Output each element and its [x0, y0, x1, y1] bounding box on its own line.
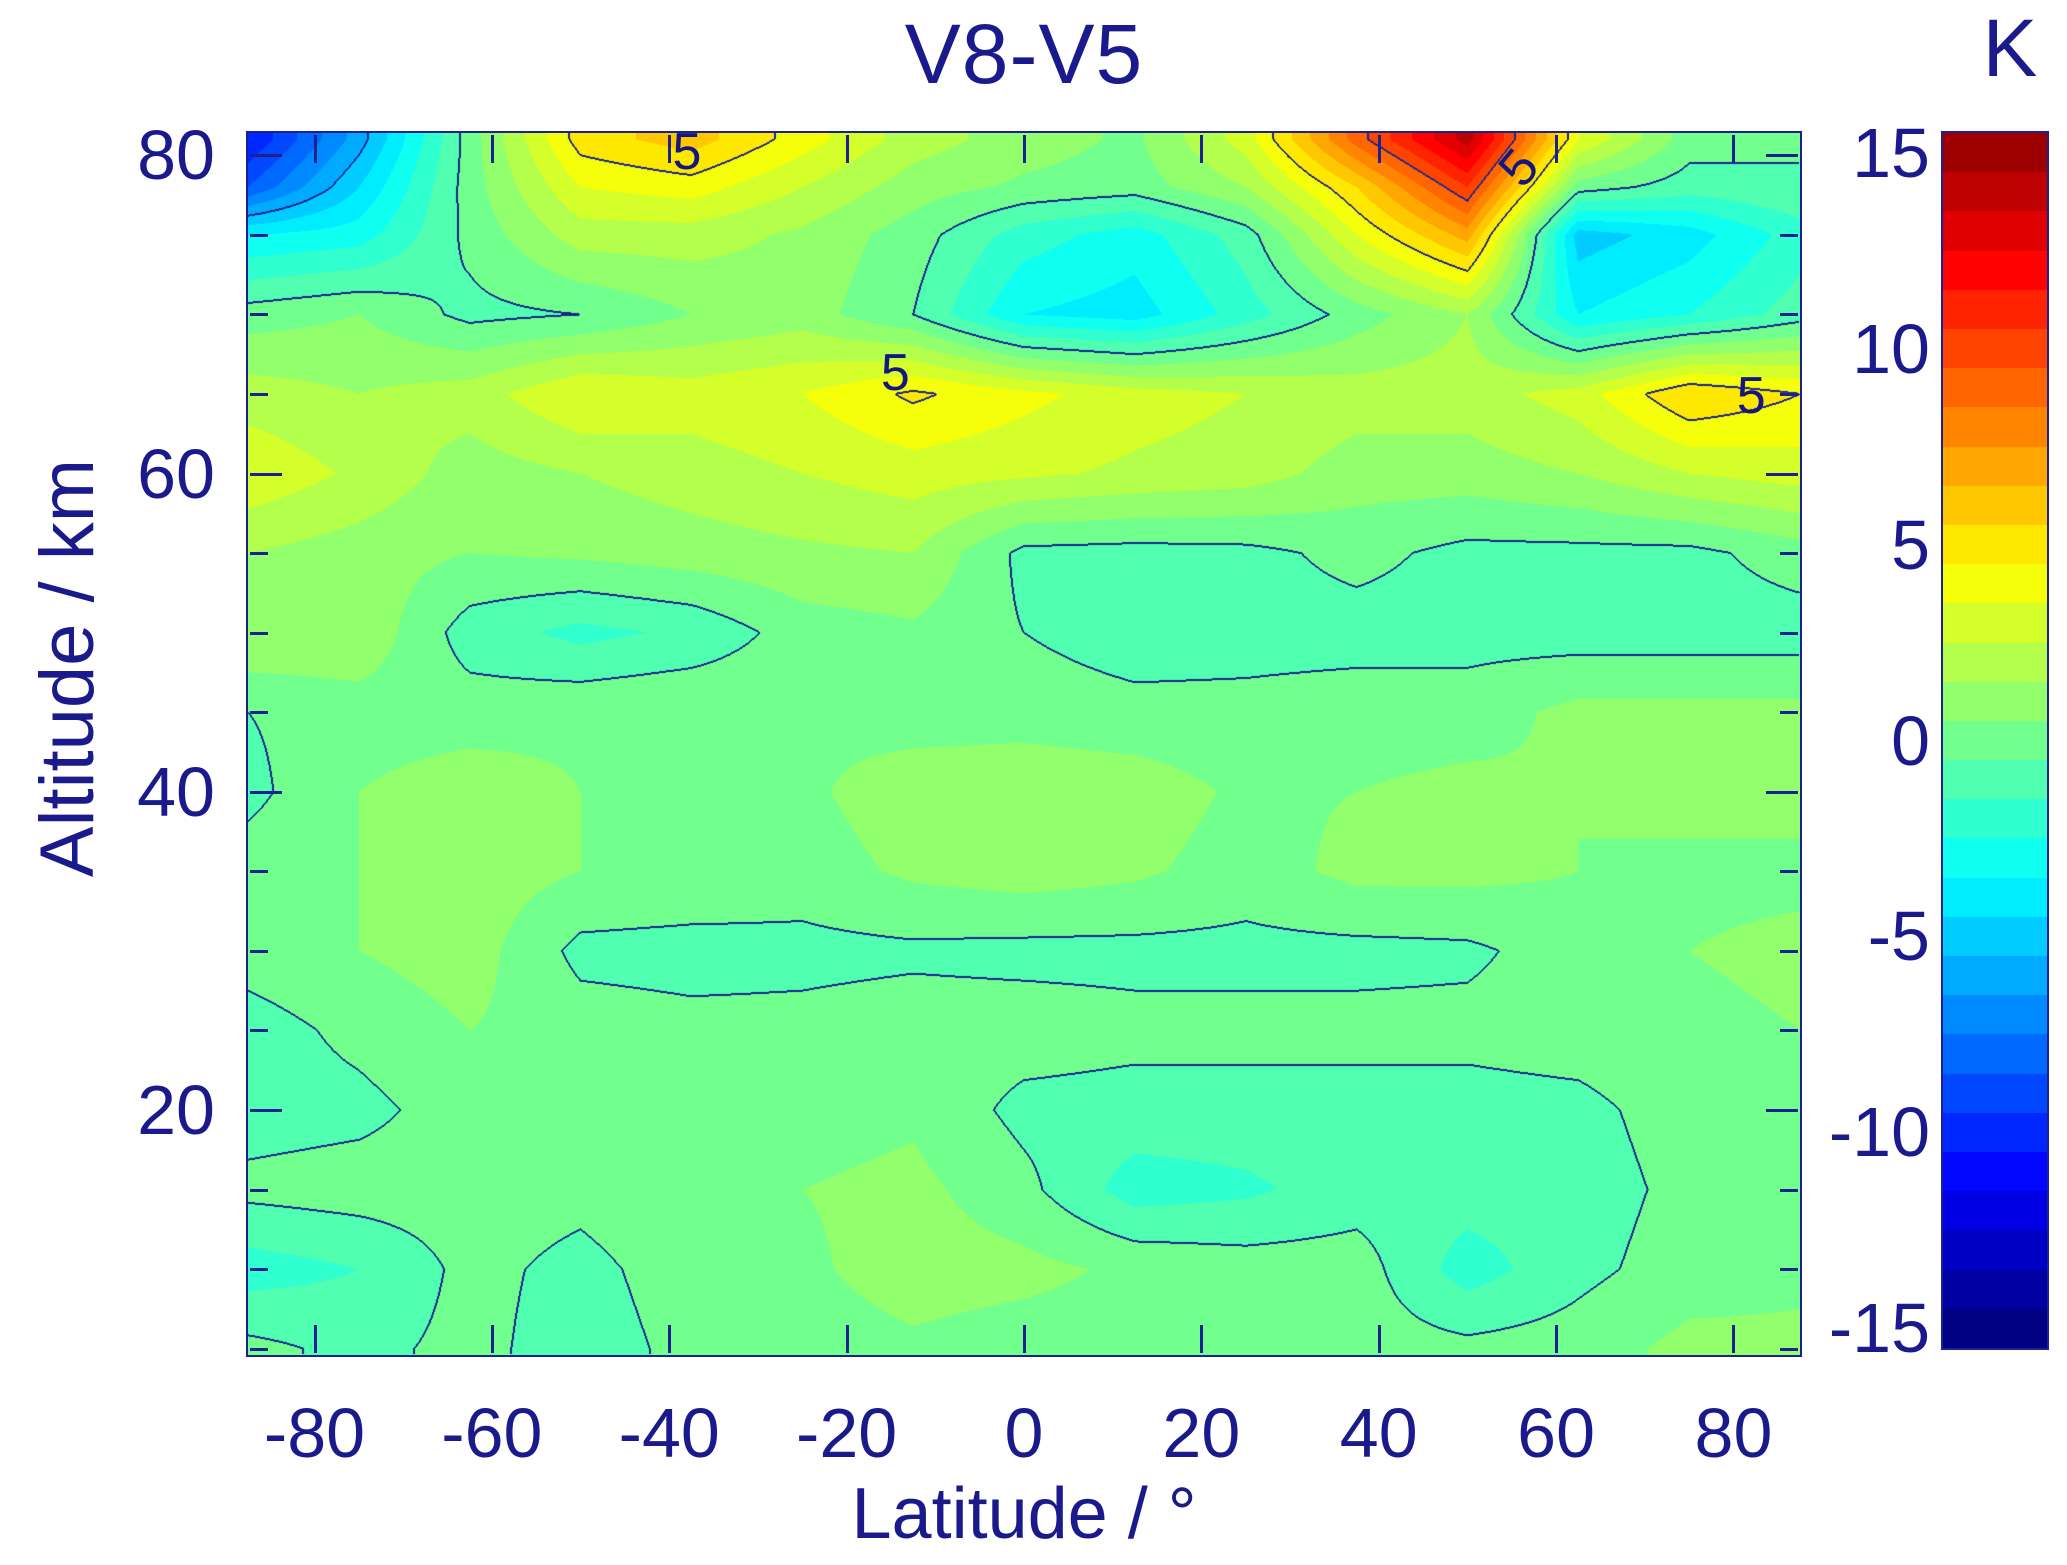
axis-tick-mark — [1780, 950, 1798, 953]
x-tick-label: -80 — [263, 1394, 366, 1472]
axis-tick-mark — [1766, 154, 1798, 157]
axis-tick-mark — [1780, 870, 1798, 873]
axis-tick-mark — [250, 552, 268, 555]
axis-tick-mark — [250, 1348, 268, 1351]
x-tick-label: 40 — [1339, 1394, 1418, 1472]
colorbar-tick-label: 10 — [1852, 309, 1930, 388]
contour-value-label: 5 — [880, 344, 910, 403]
x-tick-label: 60 — [1517, 1394, 1596, 1472]
axis-tick-mark — [250, 393, 268, 396]
x-tick-label: -20 — [796, 1394, 898, 1472]
axis-tick-mark — [668, 1325, 671, 1353]
axis-tick-mark — [250, 791, 282, 794]
colorbar-tick-label: -5 — [1867, 897, 1930, 976]
axis-tick-mark — [1766, 473, 1798, 476]
axis-tick-mark — [250, 711, 268, 714]
colorbar-canvas — [1943, 133, 2047, 1348]
axis-tick-mark — [250, 1189, 268, 1192]
axis-tick-mark — [1780, 552, 1798, 555]
x-tick-label: -40 — [618, 1394, 720, 1472]
axis-tick-mark — [314, 1325, 317, 1353]
axis-tick-mark — [491, 135, 494, 163]
axis-tick-mark — [250, 1029, 268, 1032]
y-tick-label: 80 — [137, 116, 215, 195]
colorbar-tick-label: 5 — [1891, 505, 1930, 584]
axis-tick-mark — [1200, 1325, 1203, 1353]
axis-tick-mark — [846, 1325, 849, 1353]
axis-tick-mark — [1378, 1325, 1381, 1353]
contour-plot-canvas — [248, 133, 1800, 1355]
axis-tick-mark — [1732, 135, 1735, 163]
y-tick-label: 60 — [137, 434, 215, 513]
colorbar-tick-label: 15 — [1852, 113, 1930, 192]
axis-tick-mark — [1780, 313, 1798, 316]
axis-tick-mark — [1780, 711, 1798, 714]
axis-tick-mark — [250, 632, 268, 635]
axis-tick-mark — [250, 313, 268, 316]
axis-tick-mark — [1766, 791, 1798, 794]
axis-tick-mark — [250, 234, 268, 237]
axis-tick-mark — [846, 135, 849, 163]
x-tick-label: 20 — [1162, 1394, 1241, 1472]
chart-title: V8-V5 — [904, 7, 1144, 101]
axis-tick-mark — [1732, 1325, 1735, 1353]
x-tick-label: 0 — [1004, 1394, 1044, 1472]
x-axis-label: Latitude / ° — [851, 1474, 1197, 1554]
colorbar-unit-label: K — [1982, 3, 2038, 94]
axis-tick-mark — [250, 1109, 282, 1112]
axis-tick-mark — [1378, 135, 1381, 163]
axis-tick-mark — [1200, 135, 1203, 163]
axis-tick-mark — [491, 1325, 494, 1353]
axis-tick-mark — [250, 870, 268, 873]
colorbar — [1941, 131, 2049, 1350]
axis-tick-mark — [1780, 393, 1798, 396]
colorbar-tick-label: 0 — [1891, 701, 1930, 780]
axis-tick-mark — [1780, 1029, 1798, 1032]
colorbar-tick-label: -10 — [1828, 1093, 1930, 1172]
axis-tick-mark — [1555, 135, 1558, 163]
x-tick-label: 80 — [1694, 1394, 1773, 1472]
y-tick-label: 40 — [137, 752, 215, 831]
axis-tick-mark — [668, 135, 671, 163]
axis-tick-mark — [250, 1268, 268, 1271]
axis-tick-mark — [1780, 1348, 1798, 1351]
y-tick-label: 20 — [137, 1070, 215, 1149]
axis-tick-mark — [250, 950, 268, 953]
x-tick-label: -60 — [441, 1394, 543, 1472]
colorbar-tick-label: -15 — [1828, 1289, 1930, 1368]
axis-tick-mark — [1555, 1325, 1558, 1353]
axis-tick-mark — [1780, 1189, 1798, 1192]
axis-tick-mark — [1766, 1109, 1798, 1112]
axis-tick-mark — [1023, 135, 1026, 163]
axis-tick-mark — [1780, 1268, 1798, 1271]
axis-tick-mark — [1780, 632, 1798, 635]
axis-tick-mark — [314, 135, 317, 163]
axis-tick-mark — [250, 473, 282, 476]
contour-value-label: 5 — [672, 123, 702, 182]
axis-tick-mark — [1780, 234, 1798, 237]
axis-tick-mark — [250, 154, 282, 157]
axis-tick-mark — [1023, 1325, 1026, 1353]
contour-value-label: 5 — [1736, 366, 1766, 425]
plot-area — [246, 131, 1802, 1357]
